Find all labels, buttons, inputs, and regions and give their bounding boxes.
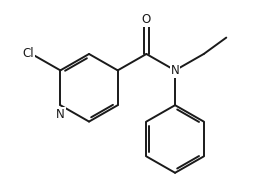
Text: Cl: Cl [22,48,34,61]
Text: N: N [56,108,65,121]
Text: N: N [171,64,179,77]
Text: O: O [142,13,151,26]
